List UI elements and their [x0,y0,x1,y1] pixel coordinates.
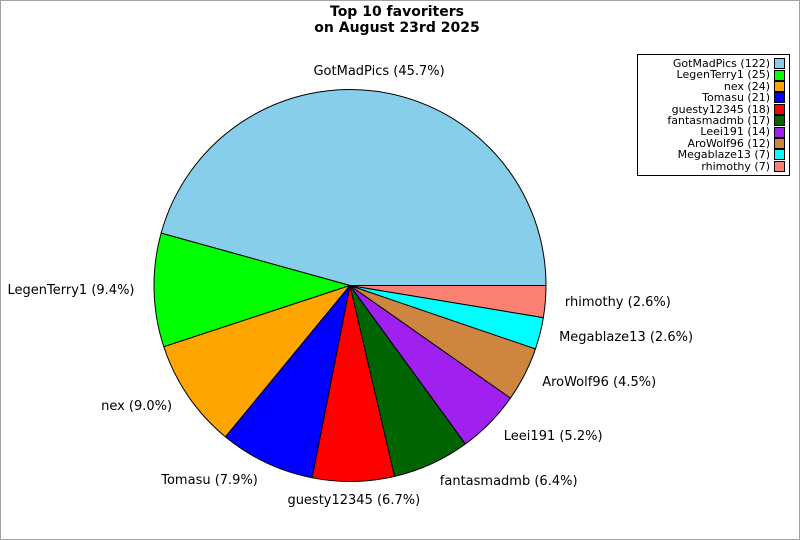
pie-slice-rhimothy [349,285,547,319]
legend-color-swatch [774,115,785,127]
legend-item-label: Leei191 (14) [700,125,770,139]
pie-slice-gotmadpics [160,88,547,286]
legend-item-label: guesty12345 (18) [671,102,770,116]
legend-item-nex: nex (24) [640,79,785,93]
legend-rows: GotMadPics (122) LegenTerry1 (25) nex (24)… [640,58,785,172]
legend-item-gotmadpics: GotMadPics (122) [640,58,785,69]
legend-item-label: Tomasu (21) [702,91,770,105]
legend-color-swatch [774,160,785,172]
legend-item-tomasu: Tomasu (21) [640,91,785,105]
pie-slice-nex [163,285,351,438]
legend-item-leei191: Leei191 (14) [640,125,785,139]
legend-item-label: AroWolf96 (12) [687,136,771,150]
legend-color-swatch [774,80,785,92]
legend-item-label: Megablaze13 (7) [677,148,770,162]
legend-color-swatch [774,126,785,138]
legend-item-guesty12345: guesty12345 (18) [640,102,785,116]
legend-item-label: GotMadPics (122) [672,57,770,70]
legend-item-arowolf96: AroWolf96 (12) [640,136,785,150]
legend-color-swatch [774,92,785,104]
legend-item-legenterry1: LegenTerry1 (25) [640,68,785,82]
legend-color-swatch [774,58,785,70]
legend-color-swatch [774,69,785,81]
legend-item-label: LegenTerry1 (25) [676,68,770,82]
legend-item-megablaze13: Megablaze13 (7) [640,148,785,162]
legend-item-label: nex (24) [723,79,770,93]
pie-slice-legenterry1 [153,232,351,348]
legend-item-label: rhimothy (7) [701,159,770,173]
chart-title: Top 10 favoriters on August 23rd 2025 [0,4,794,36]
legend-item-rhimothy: rhimothy (7) [640,159,785,173]
legend: GotMadPics (122) LegenTerry1 (25) nex (24)… [637,54,790,176]
chart-title-line1: Top 10 favoriters [330,4,464,20]
legend-color-swatch [774,103,785,115]
legend-item-label: fantasmadmb (17) [667,113,770,127]
legend-color-swatch [774,149,785,161]
chart-title-line2: on August 23rd 2025 [314,20,480,36]
legend-item-fantasmadmb: fantasmadmb (17) [640,115,785,126]
legend-color-swatch [774,137,785,149]
pie-slice-tomasu [224,285,351,479]
